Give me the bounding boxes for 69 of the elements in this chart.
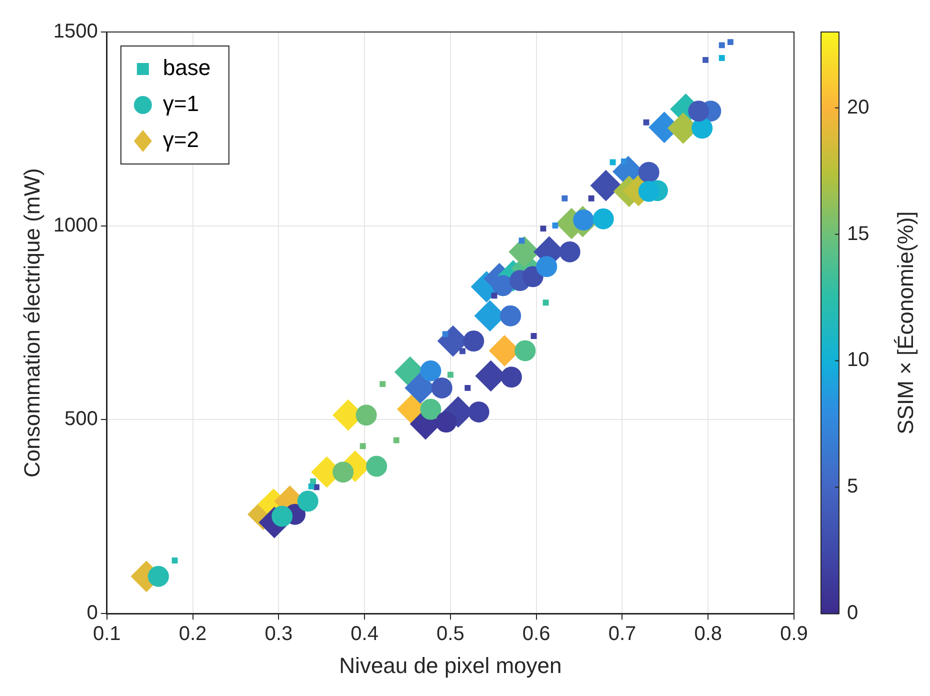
point — [360, 443, 366, 450]
point — [542, 300, 549, 306]
x-tick-label: 0.1 — [92, 623, 121, 646]
point — [420, 360, 442, 382]
point — [464, 384, 471, 391]
legend-label: γ=2 — [162, 127, 199, 152]
point — [718, 55, 725, 61]
y-tick-label: 1500 — [53, 20, 98, 43]
point — [643, 119, 650, 126]
legend-label: base — [162, 55, 211, 80]
point — [536, 256, 558, 278]
point — [727, 39, 734, 46]
point — [514, 340, 536, 362]
point — [172, 558, 178, 564]
point — [718, 42, 725, 48]
point — [540, 226, 546, 232]
point — [592, 208, 614, 230]
x-tick-label: 0.5 — [436, 623, 464, 646]
x-tick-label: 0.3 — [264, 623, 293, 646]
point — [380, 381, 386, 388]
color-bar-title: SSIM × [Économie(%)] — [893, 211, 918, 434]
point — [356, 404, 377, 426]
color-bar-label: 5 — [847, 476, 858, 498]
point — [459, 348, 466, 354]
y-axis-title: Consommation électrique (mW) — [19, 168, 44, 478]
point — [552, 222, 558, 228]
legend-label: γ=1 — [162, 91, 199, 116]
point — [366, 456, 388, 477]
y-tick-label: 500 — [64, 408, 98, 430]
point — [530, 333, 537, 339]
point — [500, 305, 522, 326]
point — [393, 437, 400, 444]
point — [559, 241, 580, 262]
point — [491, 292, 498, 299]
point — [610, 159, 616, 166]
point — [463, 330, 484, 352]
point — [297, 490, 318, 512]
x-tick-label: 0.7 — [608, 623, 636, 646]
point — [638, 162, 660, 183]
point — [692, 118, 713, 139]
x-axis-title: Niveau de pixel moyen — [339, 652, 562, 678]
point — [308, 483, 314, 490]
y-tick-label: 1000 — [53, 214, 98, 236]
x-tick-label: 0.2 — [178, 623, 207, 646]
point — [492, 275, 514, 296]
point — [518, 238, 525, 244]
y-tick-label: 0 — [86, 602, 98, 624]
color-bar-label: 10 — [847, 349, 870, 372]
point — [420, 398, 442, 420]
point — [620, 158, 627, 164]
x-tick-label: 0.6 — [522, 623, 550, 646]
point — [590, 170, 622, 202]
color-bar-label: 20 — [847, 96, 870, 118]
point — [573, 210, 594, 231]
color-bar-label: 15 — [847, 222, 870, 245]
point — [688, 100, 710, 122]
x-tick-label: 0.8 — [694, 623, 722, 646]
point — [562, 195, 568, 202]
x-tick-label: 0.9 — [780, 623, 808, 646]
point — [442, 331, 448, 338]
point — [638, 180, 660, 202]
point — [588, 195, 594, 202]
color-bar-label: 0 — [847, 602, 858, 624]
point — [431, 377, 452, 398]
point — [332, 462, 354, 483]
point — [447, 372, 454, 378]
point — [148, 566, 169, 587]
x-tick-label: 0.4 — [350, 623, 378, 646]
point — [522, 266, 544, 288]
